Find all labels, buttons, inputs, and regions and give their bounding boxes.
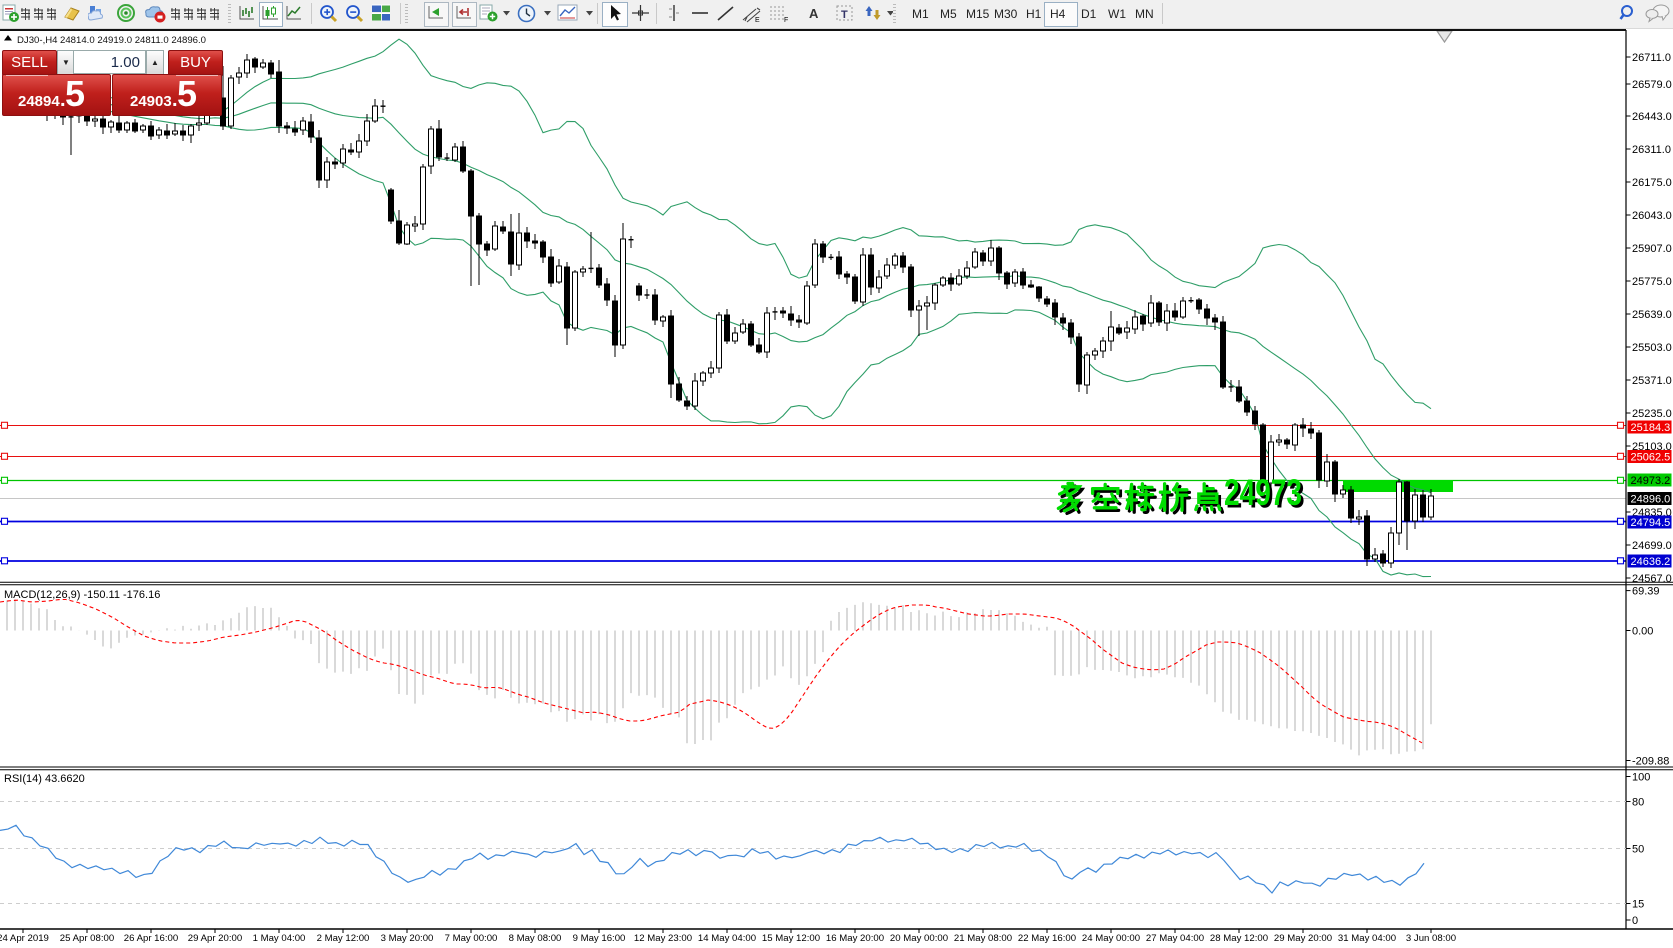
svg-text:1 May 04:00: 1 May 04:00 [253,933,306,944]
svg-text:22 May 16:00: 22 May 16:00 [1018,933,1076,944]
svg-text:12 May 23:00: 12 May 23:00 [634,933,692,944]
svg-text:24794.5: 24794.5 [1631,517,1671,529]
svg-text:2 May 12:00: 2 May 12:00 [317,933,370,944]
svg-text:26 Apr 16:00: 26 Apr 16:00 [124,933,178,944]
svg-text:25503.0: 25503.0 [1632,342,1672,354]
svg-text:16 May 20:00: 16 May 20:00 [826,933,884,944]
svg-text:26175.0: 26175.0 [1632,177,1672,189]
svg-text:24699.0: 24699.0 [1632,540,1672,552]
svg-text:26043.0: 26043.0 [1632,210,1672,222]
svg-text:25 Apr 08:00: 25 Apr 08:00 [60,933,114,944]
svg-text:20 May 00:00: 20 May 00:00 [890,933,948,944]
svg-text:26311.0: 26311.0 [1632,144,1671,156]
svg-text:24973: 24973 [1224,472,1302,513]
svg-text:25775.0: 25775.0 [1632,276,1672,288]
svg-text:69.39: 69.39 [1632,586,1660,598]
svg-text:9 May 16:00: 9 May 16:00 [573,933,626,944]
svg-text:24 Apr 2019: 24 Apr 2019 [0,933,49,944]
svg-text:15 May 12:00: 15 May 12:00 [762,933,820,944]
svg-text:24973: 24973 [1227,475,1305,516]
svg-text:29 Apr 20:00: 29 Apr 20:00 [188,933,242,944]
svg-text:24636.2: 24636.2 [1631,556,1671,568]
svg-text:50: 50 [1632,844,1644,856]
svg-text:RSI(14) 43.6620: RSI(14) 43.6620 [4,773,85,785]
svg-text:24814.0 24919.0 24811.0 24896.: 24814.0 24919.0 24811.0 24896.0 [60,35,206,46]
svg-text:25235.0: 25235.0 [1632,408,1672,420]
svg-text:F: F [784,17,788,23]
svg-text:24896.0: 24896.0 [1631,494,1671,506]
svg-text:3 Jun 08:00: 3 Jun 08:00 [1406,933,1456,944]
svg-text:25184.3: 25184.3 [1631,422,1671,434]
svg-text:24 May 00:00: 24 May 00:00 [1082,933,1140,944]
svg-text:0.00: 0.00 [1632,626,1653,638]
svg-text:25907.0: 25907.0 [1632,243,1672,255]
svg-text:15: 15 [1632,899,1644,911]
svg-text:26443.0: 26443.0 [1632,111,1672,123]
svg-text:26711.0: 26711.0 [1632,52,1671,64]
svg-text:T: T [841,9,848,21]
svg-text:3 May 20:00: 3 May 20:00 [381,933,434,944]
svg-text:14 May 04:00: 14 May 04:00 [698,933,756,944]
svg-text:0: 0 [1632,915,1638,927]
svg-text:8 May 08:00: 8 May 08:00 [509,933,562,944]
svg-text:31 May 04:00: 31 May 04:00 [1338,933,1396,944]
svg-text:25062.5: 25062.5 [1631,452,1671,464]
svg-text:21 May 08:00: 21 May 08:00 [954,933,1012,944]
svg-text:26579.0: 26579.0 [1632,79,1672,91]
svg-text:7 May 00:00: 7 May 00:00 [445,933,498,944]
svg-text:DJ30-,H4: DJ30-,H4 [17,35,58,46]
svg-text:100: 100 [1632,772,1650,784]
svg-text:24567.0: 24567.0 [1632,573,1672,585]
svg-text:27 May 04:00: 27 May 04:00 [1146,933,1204,944]
svg-text:25639.0: 25639.0 [1632,309,1672,321]
svg-text:25371.0: 25371.0 [1632,375,1672,387]
svg-text:24973.2: 24973.2 [1631,475,1671,487]
svg-text:29 May 20:00: 29 May 20:00 [1274,933,1332,944]
svg-text:MACD(12,26,9) -150.11 -176.16: MACD(12,26,9) -150.11 -176.16 [4,589,160,601]
svg-text:-209.88: -209.88 [1632,756,1669,768]
svg-text:E: E [755,17,760,23]
svg-text:80: 80 [1632,797,1644,809]
svg-text:28 May 12:00: 28 May 12:00 [1210,933,1268,944]
